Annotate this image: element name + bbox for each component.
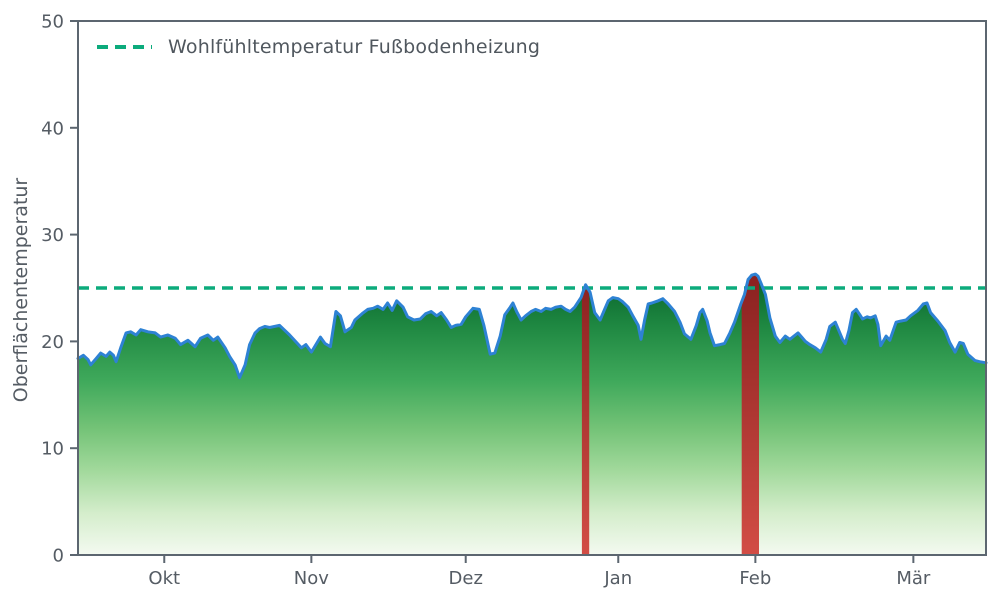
x-tick-label: Okt: [148, 568, 180, 589]
legend: Wohlfühltemperatur Fußbodenheizung: [97, 36, 540, 58]
legend-label: Wohlfühltemperatur Fußbodenheizung: [168, 36, 541, 58]
plot-border: [77, 20, 987, 556]
y-tick-label: 50: [41, 12, 64, 33]
x-tick-label: Feb: [739, 568, 771, 589]
y-tick-label: 20: [41, 332, 64, 353]
exceedance-bar: [581, 274, 590, 555]
y-tick-label: 10: [41, 439, 64, 460]
x-tick-label: Mär: [896, 568, 931, 589]
y-axis-title: Oberflächentemperatur: [10, 177, 32, 403]
temperature-area: [78, 274, 986, 555]
temperature-line: [76, 272, 988, 380]
y-tick-label: 0: [53, 546, 64, 567]
y-tick-label: 40: [41, 118, 64, 139]
x-tick-label: Jan: [603, 568, 632, 589]
exceedance-bar: [741, 274, 759, 555]
legend-dash-icon: [97, 45, 152, 49]
x-tick-label: Nov: [294, 568, 329, 589]
x-tick-label: Dez: [449, 568, 483, 589]
y-tick-label: 30: [41, 225, 64, 246]
